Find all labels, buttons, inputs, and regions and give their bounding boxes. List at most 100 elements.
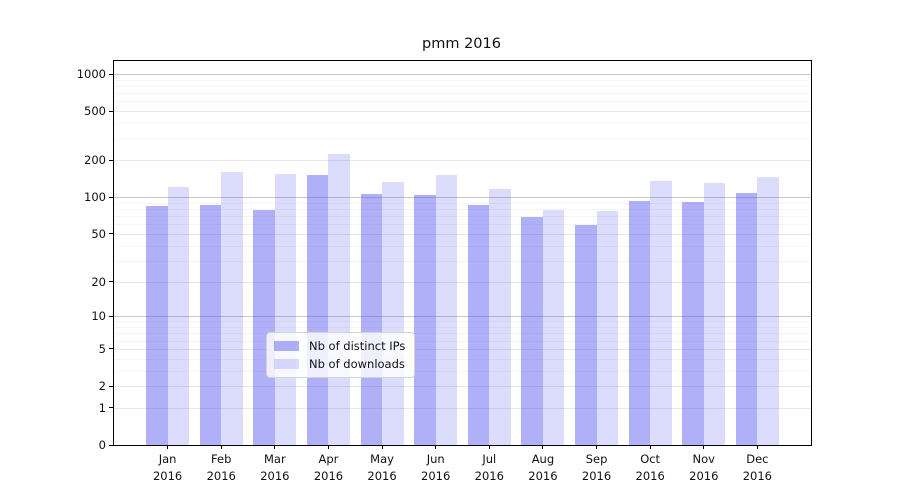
x-tick-label: Jun 2016	[421, 452, 451, 483]
x-tick-mark	[327, 445, 329, 449]
y-tick-label: 20	[91, 274, 106, 289]
y-tick-label: 0	[98, 438, 106, 452]
gridline-minor	[114, 370, 811, 372]
y-tick-mark	[109, 407, 113, 409]
x-tick-label: Apr 2016	[313, 452, 344, 483]
bar-downloads-jan	[167, 186, 190, 445]
gridline-major	[114, 386, 811, 388]
gridline-minor	[114, 340, 811, 342]
y-tick-mark	[109, 385, 113, 387]
bar-downloads-nov	[703, 182, 726, 445]
y-tick-mark	[109, 196, 113, 198]
x-tick-label: Feb 2016	[206, 452, 236, 483]
x-tick-label: Aug 2016	[528, 452, 558, 483]
gridline-major	[114, 348, 811, 350]
legend-swatch-downloads	[274, 359, 299, 369]
y-tick-mark	[109, 110, 113, 112]
bar-downloads-aug	[542, 209, 565, 445]
y-tick-label: 50	[91, 226, 106, 241]
gridline-minor	[114, 123, 811, 125]
bar-distinct-ips-oct	[628, 200, 651, 445]
x-tick-label: Jan 2016	[152, 452, 183, 483]
gridline-minor	[114, 358, 811, 360]
gridline-minor	[114, 260, 811, 262]
bar-downloads-oct	[650, 180, 672, 445]
gridline-minor	[114, 327, 811, 329]
legend-label-downloads: Nb of downloads	[309, 357, 405, 371]
gridline-minor	[114, 86, 811, 88]
x-tick-label: Mar 2016	[260, 452, 290, 483]
bar-distinct-ips-jul	[467, 204, 490, 445]
bar-downloads-feb	[221, 171, 243, 445]
gridline-minor	[114, 93, 811, 95]
x-tick-mark	[274, 445, 276, 449]
bar-downloads-jun	[435, 174, 458, 445]
x-tick-label: Dec 2016	[742, 452, 773, 483]
legend-swatch-distinct-ips	[274, 341, 299, 351]
gridline-emphasis	[114, 316, 811, 318]
chart-title: pmm 2016	[422, 36, 501, 52]
x-tick-mark	[167, 445, 169, 449]
gridline-minor	[114, 224, 811, 226]
y-tick-label: 1	[98, 400, 106, 415]
bar-distinct-ips-dec	[735, 193, 758, 445]
bar-downloads-jul	[489, 189, 511, 445]
gridline-major	[114, 407, 811, 409]
gridline-major	[114, 111, 811, 113]
legend: Nb of distinct IPs Nb of downloads	[266, 332, 416, 378]
bar-distinct-ips-jan	[146, 206, 168, 445]
bar-distinct-ips-mar	[253, 210, 275, 445]
gridline-minor	[114, 333, 811, 335]
y-tick-mark	[109, 159, 113, 161]
bar-distinct-ips-jun	[414, 195, 436, 445]
legend-item-downloads: Nb of downloads	[274, 357, 405, 371]
y-tick-mark	[109, 315, 113, 317]
legend-label-distinct-ips: Nb of distinct IPs	[309, 339, 406, 353]
legend-item-distinct-ips: Nb of distinct IPs	[274, 339, 405, 353]
bar-downloads-apr	[328, 153, 350, 445]
y-tick-label: 10	[91, 309, 106, 324]
gridline-major	[114, 233, 811, 235]
x-tick-mark	[649, 445, 651, 449]
gridline-minor	[114, 216, 811, 218]
x-tick-mark	[596, 445, 598, 449]
y-tick-mark	[109, 281, 113, 283]
x-tick-mark	[756, 445, 758, 449]
bar-distinct-ips-feb	[199, 204, 222, 445]
y-tick-label: 1000	[76, 67, 106, 82]
gridline-minor	[114, 209, 811, 211]
bar-downloads-sep	[596, 211, 618, 445]
gridline-minor	[114, 101, 811, 103]
x-tick-label: Oct 2016	[635, 452, 665, 483]
y-tick-mark	[109, 348, 113, 350]
gridline-major	[114, 281, 811, 283]
gridline-emphasis	[114, 197, 811, 199]
y-tick-label: 200	[84, 153, 106, 168]
bar-distinct-ips-sep	[575, 225, 597, 445]
bar-distinct-ips-aug	[521, 216, 543, 445]
x-tick-mark	[220, 445, 222, 449]
x-tick-mark	[703, 445, 705, 449]
x-tick-label: Nov 2016	[689, 452, 719, 483]
gridline-minor	[114, 138, 811, 140]
x-tick-mark	[488, 445, 490, 449]
bar-downloads-dec	[757, 177, 779, 445]
bar-distinct-ips-nov	[682, 202, 704, 445]
bar-distinct-ips-may	[360, 194, 383, 445]
gridline-minor	[114, 79, 811, 81]
y-tick-mark	[109, 444, 113, 446]
y-tick-mark	[109, 233, 113, 235]
gridline-minor	[114, 245, 811, 247]
bar-downloads-may	[382, 181, 404, 445]
gridline-emphasis	[114, 74, 811, 76]
x-tick-label: Sep 2016	[581, 452, 612, 483]
x-tick-label: Jul 2016	[474, 452, 504, 483]
gridline-minor	[114, 202, 811, 204]
y-tick-label: 5	[98, 341, 106, 356]
bar-downloads-mar	[274, 173, 297, 445]
gridline-minor	[114, 321, 811, 323]
x-tick-mark	[542, 445, 544, 449]
plot-area: 0 1 2 5 10 20 50 100 200 500 1000 Jan 2016 Feb 2016 Mar…	[77, 60, 812, 483]
x-tick-mark	[435, 445, 437, 449]
